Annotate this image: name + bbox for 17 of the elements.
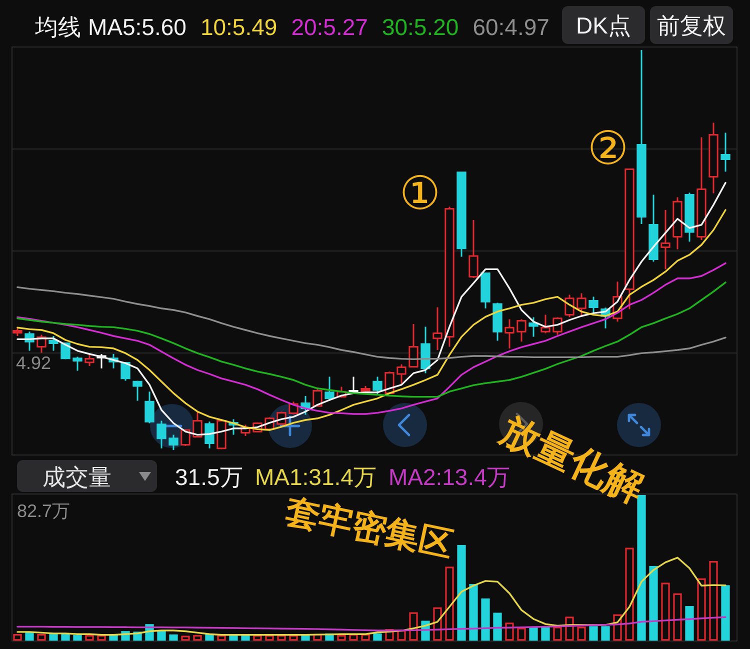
text: MA5:5.60 [88,14,186,40]
annotation: 4.92 [16,353,52,373]
text: 10:5.49 [200,14,278,40]
annotation: 82.7万 [17,501,70,521]
text: 60:4.97 [472,14,550,40]
text: 前复权 [657,12,726,38]
text: 30:5.20 [382,14,459,40]
legend-title: 均线 [34,14,81,40]
text: MA1:31.4万 [255,464,376,490]
text: DK点 [576,12,631,38]
annotation: ② [587,122,629,174]
annotation: ① [399,167,441,219]
legend-title: 成交量 [42,464,112,490]
annotation: 套牢密集区 [281,492,456,564]
text: 20:5.27 [291,14,368,40]
text: 31.5万 [175,464,243,490]
text: MA2:13.4万 [388,464,510,490]
